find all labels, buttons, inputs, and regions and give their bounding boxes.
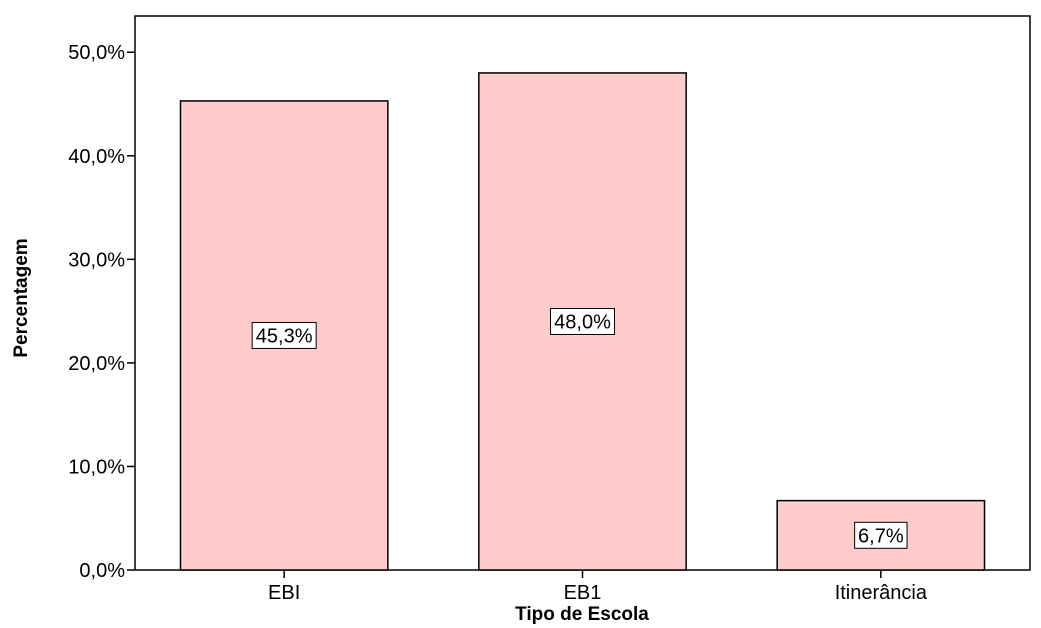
y-tick-label: 0,0% [79, 560, 125, 582]
data-label: 6,7% [858, 525, 904, 547]
y-tick-label: 10,0% [68, 456, 125, 478]
data-label: 48,0% [554, 311, 611, 333]
bars-group: 45,3% 48,0% 6,7% [179, 72, 986, 571]
data-label-box [854, 521, 908, 549]
data-label-box [550, 307, 615, 335]
y-tick-label: 20,0% [68, 353, 125, 375]
y-tick-label: 30,0% [68, 249, 125, 271]
x-axis: EBI EB1 Itinerância [268, 570, 928, 604]
bar [478, 72, 687, 571]
y-axis-title: Percentagem [11, 238, 32, 357]
x-axis-title: Tipo de Escola [515, 604, 649, 625]
data-label-box [251, 321, 317, 349]
data-label: 45,3% [256, 325, 313, 347]
y-axis: 0,0% 10,0% 20,0% 30,0% 40,0% 50,0% [68, 42, 135, 582]
x-tick-label: Itinerância [835, 582, 928, 604]
y-tick-label: 50,0% [68, 42, 125, 64]
x-tick-label: EB1 [564, 582, 602, 604]
x-tick-label: EBI [268, 582, 300, 604]
y-tick-label: 40,0% [68, 146, 125, 168]
